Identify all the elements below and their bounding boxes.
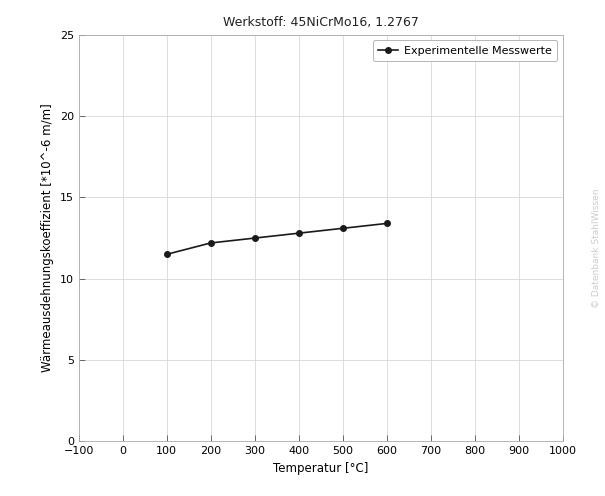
- Line: Experimentelle Messwerte: Experimentelle Messwerte: [164, 221, 390, 257]
- Y-axis label: Wärmeausdehnungskoeffizient [*10^-6 m/m]: Wärmeausdehnungskoeffizient [*10^-6 m/m]: [41, 104, 54, 372]
- Experimentelle Messwerte: [163, 251, 170, 257]
- Legend: Experimentelle Messwerte: Experimentelle Messwerte: [373, 40, 557, 62]
- Text: © Datenbank StahlWissen: © Datenbank StahlWissen: [592, 188, 601, 308]
- Experimentelle Messwerte: [251, 235, 258, 241]
- Experimentelle Messwerte: [383, 220, 390, 226]
- X-axis label: Temperatur [°C]: Temperatur [°C]: [273, 462, 368, 475]
- Experimentelle Messwerte: [339, 225, 346, 231]
- Title: Werkstoff: 45NiCrMo16, 1.2767: Werkstoff: 45NiCrMo16, 1.2767: [223, 16, 419, 29]
- Experimentelle Messwerte: [207, 240, 214, 246]
- Experimentelle Messwerte: [295, 230, 302, 236]
